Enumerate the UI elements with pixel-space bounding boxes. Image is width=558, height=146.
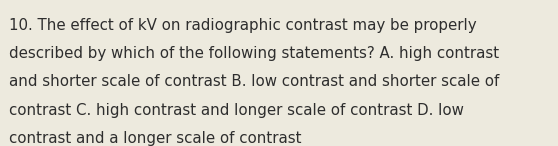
Text: contrast C. high contrast and longer scale of contrast D. low: contrast C. high contrast and longer sca… bbox=[9, 103, 464, 118]
Text: contrast and a longer scale of contrast: contrast and a longer scale of contrast bbox=[9, 131, 301, 146]
Text: and shorter scale of contrast B. low contrast and shorter scale of: and shorter scale of contrast B. low con… bbox=[9, 74, 499, 89]
Text: 10. The effect of kV on radiographic contrast may be properly: 10. The effect of kV on radiographic con… bbox=[9, 18, 477, 33]
Text: described by which of the following statements? A. high contrast: described by which of the following stat… bbox=[9, 46, 499, 61]
